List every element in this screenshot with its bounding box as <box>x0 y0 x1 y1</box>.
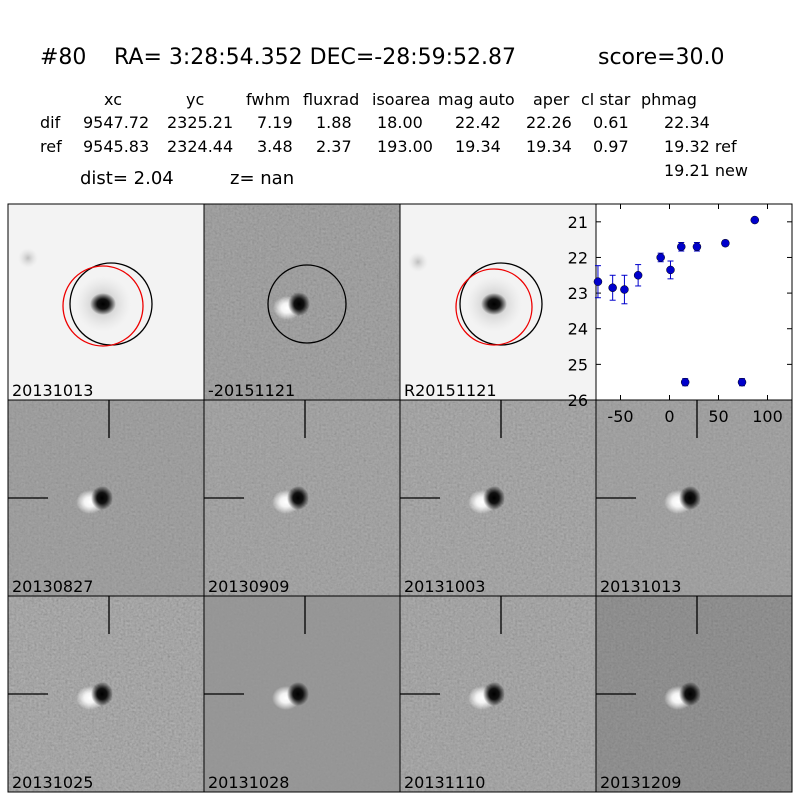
stamp: 20131013 <box>595 399 793 597</box>
x-tick-label: 50 <box>708 407 728 426</box>
data-point <box>666 265 675 275</box>
table-cell: 9547.72 <box>83 113 149 132</box>
aperture <box>455 268 533 346</box>
column-header: fwhm <box>246 90 290 109</box>
x-tick-label: 100 <box>752 407 783 426</box>
stamp-label: 20130909 <box>208 577 289 596</box>
data-point <box>692 242 702 252</box>
table-cell: ref <box>40 137 62 156</box>
table-cell: 19.34 <box>455 137 501 156</box>
header-id: #80 <box>40 45 86 70</box>
column-header: isoarea <box>372 90 430 109</box>
column-header: cl star <box>581 90 631 109</box>
stamp-label: 20130827 <box>12 577 93 596</box>
stamp-label: 20131209 <box>600 773 681 792</box>
column-header: aper <box>533 90 570 109</box>
dipole-dark <box>288 292 310 316</box>
stamp: -20151121 <box>203 203 401 401</box>
dipole-dark <box>91 682 113 706</box>
table-cell: 22.42 <box>455 113 501 132</box>
stamp: 20131209 <box>595 595 793 793</box>
column-header: yc <box>186 90 204 109</box>
y-tick-label: 25 <box>568 355 588 374</box>
column-header: fluxrad <box>303 90 359 109</box>
table-cell: 193.00 <box>377 137 433 156</box>
stamp: R20151121 <box>399 203 597 401</box>
stamp: 20130827 <box>7 399 205 597</box>
column-header: mag auto <box>438 90 515 109</box>
aperture <box>62 265 144 347</box>
table-cell: 7.19 <box>257 113 293 132</box>
stamp: 20130909 <box>203 399 401 597</box>
table-cell: 3.48 <box>257 137 293 156</box>
dipole-dark <box>287 682 309 706</box>
aperture <box>267 264 347 344</box>
data-point <box>608 283 617 292</box>
dipole-dark <box>679 682 701 706</box>
stamp-label: 20131013 <box>600 577 681 596</box>
data-point <box>633 271 643 280</box>
header-score: score=30.0 <box>598 45 725 70</box>
plot-area <box>595 203 793 401</box>
dipole-dark <box>679 486 701 510</box>
stamp-label: 20131013 <box>12 381 93 400</box>
stamp: 20131013 <box>7 203 205 401</box>
data-point <box>721 238 730 248</box>
star <box>90 293 116 315</box>
x-tick-label: 0 <box>664 407 674 426</box>
table-cell: 19.34 <box>526 137 572 156</box>
table-cell: 2325.21 <box>167 113 233 132</box>
y-tick-label: 22 <box>568 248 588 267</box>
y-tick-label: 26 <box>568 391 588 410</box>
table-cell: 2.37 <box>316 137 352 156</box>
data-point <box>750 215 760 225</box>
z: z= nan <box>230 168 294 189</box>
data-point <box>680 377 690 387</box>
stamp: 20131025 <box>7 595 205 793</box>
faint-source <box>18 248 38 268</box>
stamp-label: R20151121 <box>404 381 497 400</box>
table-cell: 22.34 <box>664 113 710 132</box>
dist: dist= 2.04 <box>80 168 174 189</box>
stamp: 20131110 <box>399 595 597 793</box>
table-cell: 2324.44 <box>167 137 233 156</box>
stamp: 20131028 <box>203 595 401 793</box>
stamp: 20131003 <box>399 399 597 597</box>
stamp-label: -20151121 <box>208 381 295 400</box>
star <box>481 293 507 315</box>
stamp-label: 20131025 <box>12 773 93 792</box>
dipole-dark <box>483 486 505 510</box>
stamp-label: 20131110 <box>404 773 485 792</box>
table-cell: 9545.83 <box>83 137 149 156</box>
stamp-label: 20131003 <box>404 577 485 596</box>
table-cell: 1.88 <box>316 113 352 132</box>
data-point <box>593 277 603 286</box>
y-tick-label: 23 <box>568 284 588 303</box>
dipole-dark <box>91 486 113 510</box>
y-tick-label: 24 <box>568 320 588 339</box>
data-point <box>677 242 686 252</box>
table-cell: 0.97 <box>593 137 629 156</box>
table-cell: 19.32 ref <box>664 137 737 156</box>
new-phmag: 19.21 new <box>664 161 748 180</box>
x-tick-label: -50 <box>607 407 633 426</box>
column-header: xc <box>104 90 122 109</box>
table-cell: 18.00 <box>377 113 423 132</box>
faint-source <box>408 252 428 272</box>
data-point <box>620 285 629 294</box>
table-cell: 22.26 <box>526 113 572 132</box>
stamp-border <box>595 595 793 793</box>
column-header: phmag <box>641 90 697 109</box>
header-coords: RA= 3:28:54.352 DEC=-28:59:52.87 <box>114 45 516 70</box>
table-cell: 0.61 <box>593 113 629 132</box>
dipole-dark <box>287 486 309 510</box>
stamp-label: 20131028 <box>208 773 289 792</box>
y-tick-label: 21 <box>568 213 588 232</box>
data-point <box>656 253 665 262</box>
dipole-dark <box>483 682 505 706</box>
table-cell: dif <box>40 113 61 132</box>
data-point <box>737 377 747 387</box>
